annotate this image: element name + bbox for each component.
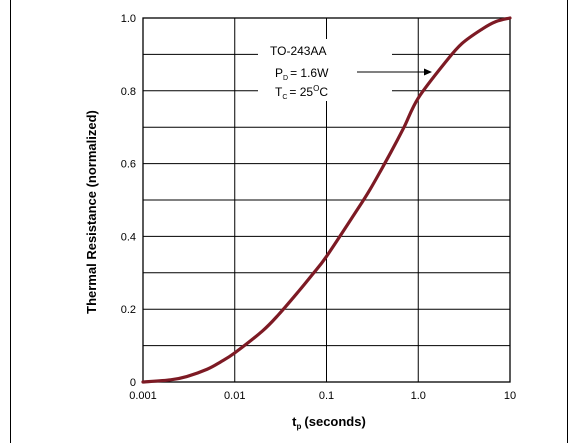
annotation-line1: TO-243AA	[270, 44, 326, 58]
y-tick-label: 0.8	[121, 86, 136, 98]
series-line	[141, 16, 512, 384]
x-axis-label: tp (seconds)	[292, 414, 366, 431]
grid-lines	[143, 18, 510, 382]
annotation-background	[258, 39, 392, 101]
annotation-arrowhead	[424, 68, 432, 76]
y-tick-label: 0.4	[121, 231, 136, 243]
y-tick-label: 1.0	[121, 13, 136, 25]
annotation-line3: TC = 25OC	[275, 84, 328, 101]
x-tick-label: 0.01	[224, 390, 245, 402]
y-axis-label: Thermal Resistance (normalized)	[84, 110, 99, 314]
annotation-line2: PD = 1.6W	[275, 66, 329, 82]
y-tick-label: 0	[130, 377, 136, 389]
y-tick-label: 0.2	[121, 304, 136, 316]
plot-border	[142, 17, 511, 383]
x-tick-labels: 0.001 0.01 0.1 1.0 10	[129, 390, 516, 402]
y-tick-labels: 0 0.2 0.4 0.6 0.8 1.0	[121, 13, 136, 389]
x-tick-label: 1.0	[411, 390, 426, 402]
annotation: TO-243AA PD = 1.6W TC = 25OC	[258, 39, 432, 101]
x-tick-label: 0.001	[129, 390, 157, 402]
x-tick-label: 0.1	[319, 390, 334, 402]
y-tick-label: 0.6	[121, 159, 136, 171]
chart-frame	[10, 0, 568, 443]
x-tick-label: 10	[504, 390, 516, 402]
